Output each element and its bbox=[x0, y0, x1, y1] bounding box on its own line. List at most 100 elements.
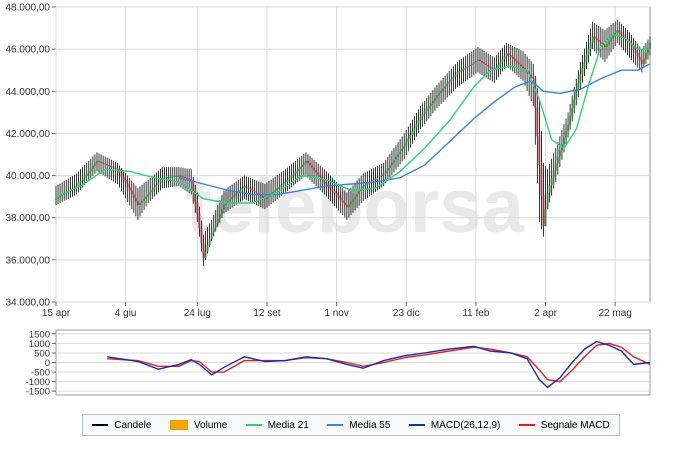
candle-body bbox=[126, 183, 129, 188]
candle-body bbox=[216, 218, 219, 224]
candle-body bbox=[218, 214, 221, 219]
candle-body bbox=[151, 189, 154, 193]
candle-body bbox=[229, 199, 232, 202]
candle-body bbox=[397, 154, 399, 158]
candle-body bbox=[210, 232, 213, 239]
candle-body bbox=[204, 251, 207, 258]
y-tick-label: 48.000,00 bbox=[6, 3, 51, 14]
candle-body bbox=[96, 160, 98, 164]
candle-body bbox=[288, 177, 291, 180]
y-tick-label: -1000 bbox=[26, 377, 50, 388]
candle-body bbox=[579, 74, 582, 83]
candle-body bbox=[63, 193, 66, 195]
candle-body bbox=[241, 188, 244, 190]
candle-body bbox=[567, 125, 569, 132]
candle-body bbox=[647, 48, 649, 54]
candle-body bbox=[163, 177, 166, 179]
y-tick-label: -500 bbox=[31, 368, 50, 379]
legend-item: Media 21 bbox=[245, 419, 309, 431]
candle-body bbox=[348, 204, 350, 208]
candle-body bbox=[81, 178, 84, 182]
candle-body bbox=[411, 131, 414, 136]
candle-body bbox=[472, 62, 475, 64]
candle-body bbox=[558, 150, 561, 157]
candle-body bbox=[302, 162, 305, 166]
candle-body bbox=[77, 183, 80, 187]
x-tick-label: 24 lug bbox=[184, 308, 211, 319]
legend-label: Media 21 bbox=[267, 419, 309, 431]
x-tick-label: 11 feb bbox=[462, 308, 489, 319]
candle-body bbox=[173, 176, 176, 178]
candle-body bbox=[278, 186, 281, 189]
candle-body bbox=[616, 30, 619, 33]
candle-body bbox=[399, 151, 402, 155]
candle-body bbox=[116, 168, 119, 170]
candle-body bbox=[245, 186, 248, 188]
candle-body bbox=[59, 196, 61, 198]
y-tick-label: 1000 bbox=[29, 339, 50, 350]
candle-body bbox=[325, 181, 328, 184]
candle-body bbox=[143, 198, 145, 201]
candle-body bbox=[98, 160, 100, 162]
candle-body bbox=[294, 171, 297, 174]
candle-body bbox=[573, 99, 576, 109]
candle-body bbox=[444, 86, 447, 89]
media-21-line bbox=[55, 33, 650, 204]
y-tick-label: 500 bbox=[34, 348, 50, 359]
candle-body bbox=[456, 72, 459, 75]
candle-body bbox=[227, 201, 229, 204]
candle-body bbox=[532, 76, 535, 79]
candle-body bbox=[597, 40, 600, 42]
candle-body bbox=[253, 191, 256, 193]
candle-body bbox=[65, 192, 68, 194]
candle-body bbox=[83, 175, 86, 179]
candle-body bbox=[89, 168, 92, 171]
candle-body bbox=[182, 176, 184, 178]
candle-body bbox=[112, 166, 115, 168]
legend-item: Media 55 bbox=[327, 420, 390, 431]
candle-body bbox=[477, 59, 479, 61]
candle-body bbox=[61, 194, 64, 197]
candle-body bbox=[645, 53, 647, 59]
candle-body bbox=[487, 64, 490, 67]
candle-body bbox=[192, 179, 195, 192]
candle-body bbox=[290, 175, 293, 178]
candle-body bbox=[91, 165, 94, 169]
candle-body bbox=[423, 111, 426, 114]
candle-body bbox=[509, 55, 512, 58]
candle-body bbox=[544, 209, 547, 227]
candle-body bbox=[141, 200, 143, 203]
candle-body bbox=[128, 187, 131, 191]
candle-body bbox=[460, 69, 463, 72]
candle-body bbox=[259, 194, 262, 197]
candle-body bbox=[139, 202, 141, 206]
candle-body bbox=[395, 157, 397, 160]
candle-body bbox=[286, 179, 289, 182]
candle-body bbox=[587, 49, 590, 56]
candle-body bbox=[100, 161, 102, 163]
candle-body bbox=[362, 186, 365, 189]
candle-body bbox=[485, 63, 488, 65]
y-tick-label: 46.000,00 bbox=[6, 45, 51, 56]
candle-body bbox=[94, 163, 96, 166]
candle-body bbox=[180, 175, 182, 177]
candle-body bbox=[274, 190, 277, 193]
candle-body bbox=[339, 197, 342, 201]
candle-body bbox=[503, 56, 506, 59]
candle-body bbox=[167, 176, 170, 178]
candle-body bbox=[591, 36, 594, 43]
candle-body bbox=[247, 187, 250, 189]
legend-swatch-line bbox=[408, 424, 425, 426]
candle-body bbox=[577, 82, 580, 92]
y-tick-label: 42.000,00 bbox=[6, 129, 51, 140]
price-plot: 34.000,00 36.000,00 38.000,00 40.000,00 42.0… bbox=[6, 3, 651, 319]
candle-body bbox=[276, 188, 279, 191]
candle-body bbox=[413, 127, 416, 132]
candle-body bbox=[438, 93, 440, 96]
candle-body bbox=[409, 135, 412, 139]
candle-body bbox=[313, 167, 315, 171]
candle-body bbox=[649, 42, 651, 49]
candle-body bbox=[638, 56, 641, 61]
candle-body bbox=[452, 76, 455, 80]
